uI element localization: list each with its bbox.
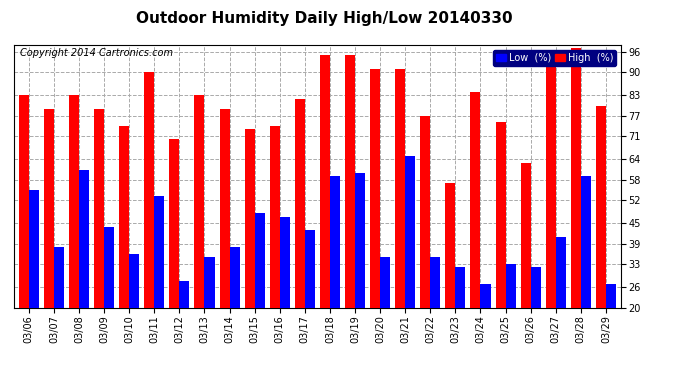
Bar — [79, 170, 89, 375]
Bar — [155, 196, 164, 375]
Bar — [380, 257, 390, 375]
Bar — [54, 247, 64, 375]
Bar — [431, 257, 440, 375]
Bar — [370, 69, 380, 375]
Bar — [94, 109, 104, 375]
Bar — [104, 227, 114, 375]
Bar — [555, 237, 566, 375]
Bar — [219, 109, 230, 375]
Bar — [320, 55, 330, 375]
Bar — [19, 96, 29, 375]
Bar — [279, 217, 290, 375]
Bar — [395, 69, 405, 375]
Bar — [29, 190, 39, 375]
Bar — [255, 213, 265, 375]
Bar — [270, 126, 279, 375]
Bar — [606, 284, 616, 375]
Bar — [506, 264, 515, 375]
Bar — [581, 176, 591, 375]
Bar — [295, 99, 305, 375]
Bar — [355, 173, 365, 375]
Legend: Low  (%), High  (%): Low (%), High (%) — [493, 50, 616, 66]
Bar — [119, 126, 129, 375]
Bar — [169, 139, 179, 375]
Bar — [455, 267, 466, 375]
Bar — [305, 230, 315, 375]
Bar — [531, 267, 541, 375]
Bar — [480, 284, 491, 375]
Bar — [495, 122, 506, 375]
Bar — [144, 72, 155, 375]
Bar — [420, 116, 431, 375]
Bar — [69, 96, 79, 375]
Bar — [44, 109, 54, 375]
Bar — [596, 106, 606, 375]
Bar — [471, 92, 480, 375]
Text: Outdoor Humidity Daily High/Low 20140330: Outdoor Humidity Daily High/Low 20140330 — [136, 11, 513, 26]
Bar — [129, 254, 139, 375]
Bar — [546, 52, 555, 375]
Bar — [445, 183, 455, 375]
Bar — [571, 48, 581, 375]
Bar — [179, 280, 190, 375]
Bar — [330, 176, 340, 375]
Bar — [345, 55, 355, 375]
Bar — [195, 96, 204, 375]
Bar — [204, 257, 215, 375]
Bar — [230, 247, 239, 375]
Bar — [405, 156, 415, 375]
Bar — [521, 163, 531, 375]
Text: Copyright 2014 Cartronics.com: Copyright 2014 Cartronics.com — [20, 48, 173, 58]
Bar — [245, 129, 255, 375]
